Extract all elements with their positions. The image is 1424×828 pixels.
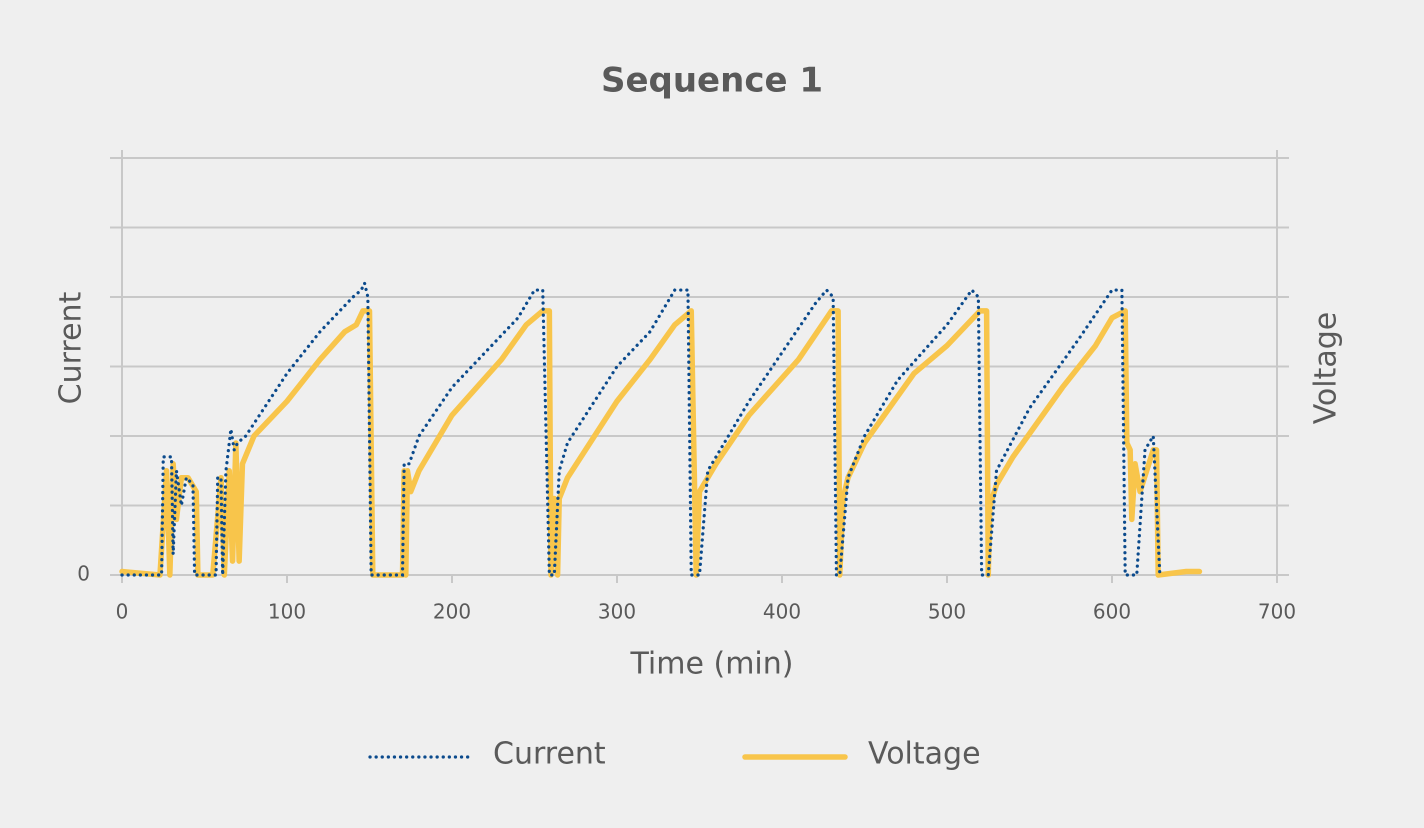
x-axis-label: Time (min) — [630, 647, 794, 682]
series-line — [119, 308, 1203, 578]
x-tick-label: 700 — [1258, 600, 1296, 624]
chart-title: Sequence 1 — [601, 61, 823, 101]
y2-axis-label: Voltage — [1309, 312, 1344, 425]
x-tick-label: 300 — [598, 600, 636, 624]
x-tick-label: 100 — [268, 600, 306, 624]
x-tick-label: 0 — [116, 600, 129, 624]
legend-label: Voltage — [868, 737, 981, 772]
x-tick-label: 200 — [433, 600, 471, 624]
x-tick-label: 400 — [763, 600, 801, 624]
y-tick-label: 0 — [77, 562, 90, 586]
legend-label: Current — [493, 737, 606, 772]
y-axis-label: Current — [54, 291, 89, 404]
x-tick-label: 600 — [1093, 600, 1131, 624]
x-tick-label: 500 — [928, 600, 966, 624]
